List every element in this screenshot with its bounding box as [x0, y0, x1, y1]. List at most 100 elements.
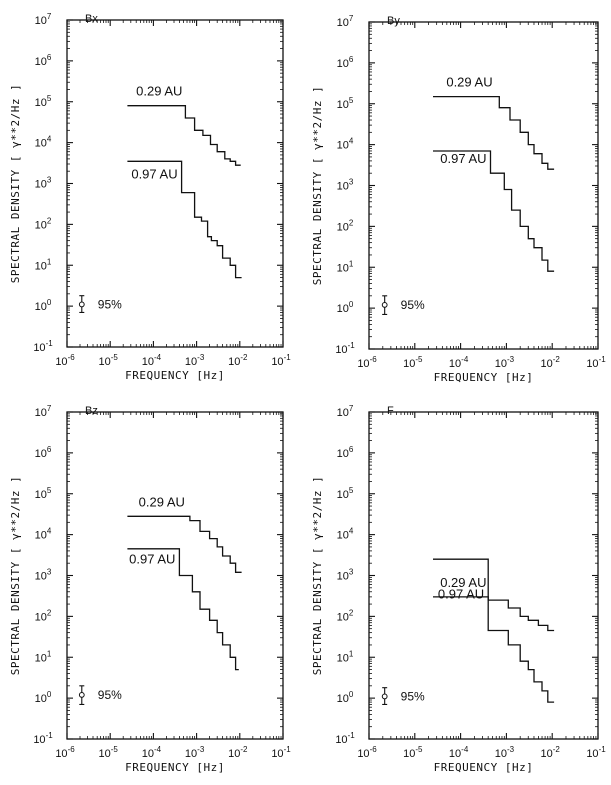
y-tick-label: 102 [35, 216, 52, 231]
y-tick-label: 103 [35, 568, 52, 583]
error-bar-point [381, 693, 388, 700]
y-tick-label: 102 [337, 218, 354, 233]
x-tick-label: 10-6 [55, 353, 75, 368]
x-tick-label: 10-1 [586, 745, 606, 760]
error-bar-label: 95% [401, 689, 425, 703]
y-tick-label: 10-1 [33, 731, 53, 746]
y-tick-label: 106 [35, 445, 52, 460]
error-bar-point [381, 301, 388, 308]
series-label: 0.97 AU [131, 166, 177, 181]
x-tick-label: 10-3 [495, 355, 515, 370]
y-tick-label: 103 [337, 178, 354, 193]
series-line [433, 558, 555, 703]
y-tick-label: 100 [337, 690, 354, 705]
x-tick-label: 10-2 [228, 353, 248, 368]
x-tick-label: 10-4 [142, 353, 162, 368]
series-line [127, 548, 239, 671]
panel-title: Bx [85, 13, 98, 25]
series-line [433, 95, 555, 170]
x-tick-label: 10-3 [185, 353, 205, 368]
error-bar-label: 95% [98, 297, 122, 311]
x-axis-title: FREQUENCY [Hz] [125, 369, 225, 382]
series-line [127, 160, 242, 279]
y-tick-label: 104 [337, 527, 354, 542]
x-tick-label: 10-2 [228, 745, 248, 760]
y-tick-label: 105 [337, 486, 354, 501]
y-tick-label: 107 [35, 404, 52, 419]
y-tick-label: 101 [337, 259, 354, 274]
y-tick-label: 101 [337, 649, 354, 664]
y-tick-label: 107 [35, 12, 52, 27]
series-label: 0.29 AU [139, 494, 185, 509]
y-tick-label: 105 [337, 96, 354, 111]
y-axis-title: SPECTRAL DENSITY [ γ**2/Hz ] [311, 476, 324, 675]
panel-title: F [387, 405, 394, 417]
y-tick-label: 103 [35, 176, 52, 191]
x-tick-label: 10-2 [541, 355, 561, 370]
series-line [127, 515, 242, 573]
y-tick-label: 102 [337, 608, 354, 623]
x-tick-label: 10-5 [99, 353, 119, 368]
y-tick-label: 100 [35, 690, 52, 705]
y-tick-label: 105 [35, 94, 52, 109]
panel-bx: 10-1 100 101 102 103 104 105 106 107 10-6 10-5 10-4… [9, 12, 291, 382]
y-tick-label: 100 [337, 300, 354, 315]
x-tick-label: 10-1 [271, 745, 291, 760]
x-tick-label: 10-4 [142, 745, 162, 760]
y-axis-title: SPECTRAL DENSITY [ γ**2/Hz ] [9, 84, 22, 283]
y-tick-label: 10-1 [335, 341, 355, 356]
y-tick-label: 107 [337, 404, 354, 419]
y-tick-label: 106 [35, 53, 52, 68]
x-tick-label: 10-5 [403, 355, 423, 370]
y-tick-label: 10-1 [335, 731, 355, 746]
panel-by: 10-1 100 101 102 103 104 105 106 107 10-6 10-5 10-4… [311, 14, 606, 384]
series-label: 0.97 AU [129, 551, 175, 566]
y-tick-label: 106 [337, 55, 354, 70]
x-tick-label: 10-6 [357, 745, 377, 760]
series-line [433, 596, 555, 632]
x-tick-label: 10-5 [99, 745, 119, 760]
error-bar-point [78, 301, 85, 308]
x-axis-title: FREQUENCY [Hz] [434, 371, 534, 384]
panel-title: By [387, 15, 400, 27]
panel-bz: 10-1 100 101 102 103 104 105 106 107 10-6 10-5 10-4… [9, 404, 291, 774]
y-tick-label: 101 [35, 257, 52, 272]
series-label: 0.97 AU [440, 151, 486, 166]
panel-f: 10-1 100 101 102 103 104 105 106 107 10-6 10-5 10-4… [311, 404, 606, 774]
x-tick-label: 10-4 [449, 745, 469, 760]
x-tick-label: 10-3 [185, 745, 205, 760]
y-tick-label: 102 [35, 608, 52, 623]
x-tick-label: 10-1 [586, 355, 606, 370]
series-label: 0.29 AU [440, 575, 486, 590]
series-line [127, 105, 241, 166]
error-bar-label: 95% [98, 688, 122, 702]
series-line [433, 150, 555, 272]
x-axis-title: FREQUENCY [Hz] [434, 761, 534, 774]
x-tick-label: 10-6 [55, 745, 75, 760]
error-bar-point [78, 691, 85, 698]
y-axis-title: SPECTRAL DENSITY [ γ**2/Hz ] [311, 86, 324, 285]
y-tick-label: 10-1 [33, 339, 53, 354]
y-tick-label: 101 [35, 649, 52, 664]
x-tick-label: 10-1 [271, 353, 291, 368]
y-tick-label: 104 [337, 137, 354, 152]
y-tick-label: 106 [337, 445, 354, 460]
x-tick-label: 10-2 [541, 745, 561, 760]
x-tick-label: 10-3 [495, 745, 515, 760]
x-tick-label: 10-6 [357, 355, 377, 370]
x-axis-title: FREQUENCY [Hz] [125, 761, 225, 774]
series-label: 0.29 AU [136, 84, 182, 99]
series-label: 0.97 AU [438, 586, 484, 601]
y-tick-label: 107 [337, 14, 354, 29]
y-tick-label: 104 [35, 527, 52, 542]
panel-title: Bz [85, 405, 98, 417]
error-bar-label: 95% [401, 298, 425, 312]
y-tick-label: 103 [337, 568, 354, 583]
y-axis-title: SPECTRAL DENSITY [ γ**2/Hz ] [9, 476, 22, 675]
y-tick-label: 105 [35, 486, 52, 501]
x-tick-label: 10-4 [449, 355, 469, 370]
y-tick-label: 104 [35, 135, 52, 150]
x-tick-label: 10-5 [403, 745, 423, 760]
y-tick-label: 100 [35, 298, 52, 313]
